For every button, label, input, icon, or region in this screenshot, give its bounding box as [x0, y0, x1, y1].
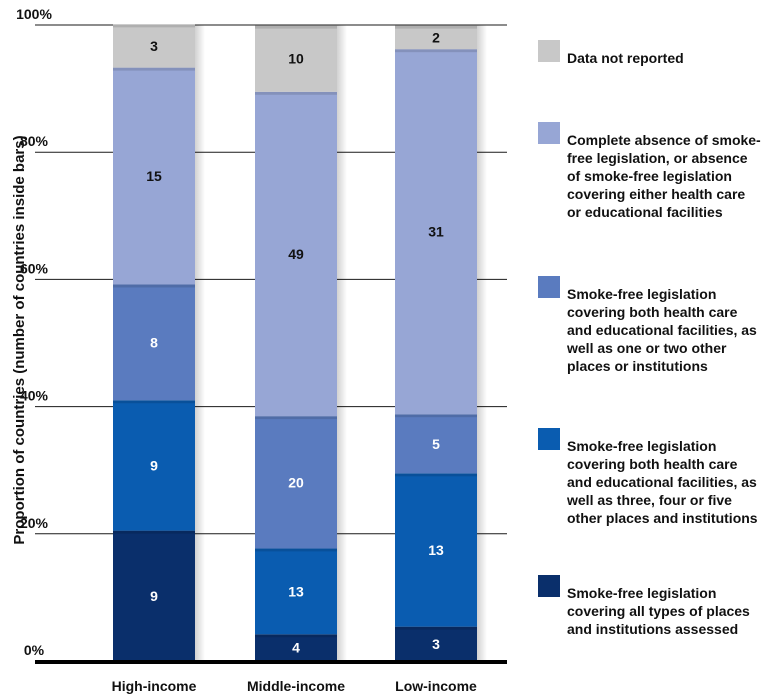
- bar-segment-edge: [255, 91, 337, 95]
- bar-segment-edge: [113, 530, 195, 534]
- y-tick-label: 100%: [16, 6, 52, 22]
- y-tick-label: 40%: [20, 388, 49, 404]
- legend-label: Data not reported: [567, 50, 684, 66]
- bar-segment: [395, 414, 477, 474]
- bar-segment: [113, 24, 195, 68]
- bar-count-label: 5: [432, 436, 440, 452]
- y-tick-label: 60%: [20, 260, 49, 276]
- bar-count-label: 31: [428, 224, 444, 240]
- legend-swatch: [538, 276, 560, 298]
- bar-count-label: 10: [288, 51, 304, 67]
- bar-count-label: 13: [288, 583, 304, 599]
- bar-segment: [395, 49, 477, 415]
- bar-segment: [113, 67, 195, 285]
- y-tick-label: 20%: [20, 515, 49, 531]
- legend-label: Smoke-free legislation covering both hea…: [567, 286, 757, 374]
- bar-segment-edge: [113, 67, 195, 71]
- bar-count-label: 3: [432, 636, 440, 652]
- x-category-label: Low-income: [395, 678, 477, 694]
- legend-label: Smoke-free legislation covering both hea…: [567, 438, 758, 526]
- bar-segment-edge: [395, 626, 477, 630]
- bar-segment: [113, 530, 195, 661]
- legend-swatch: [538, 122, 560, 144]
- legend-label: Complete absence of smoke-free legislati…: [567, 132, 761, 220]
- bar-shadow: [337, 25, 347, 661]
- bar-segment: [255, 91, 337, 417]
- y-tick-label: 0%: [24, 642, 45, 658]
- bar-count-label: 13: [428, 542, 444, 558]
- bar-segment-edge: [113, 400, 195, 404]
- bar-segment-edge: [255, 634, 337, 638]
- y-tick-label: 80%: [20, 133, 49, 149]
- legend-label: Smoke-free legislation covering all type…: [567, 585, 750, 637]
- legend-swatch: [538, 575, 560, 597]
- bar-segment: [113, 284, 195, 401]
- bar-segment-edge: [255, 416, 337, 420]
- bar-segment: [113, 400, 195, 531]
- y-axis-ticks: 0% 20% 40% 60% 80% 100%: [16, 6, 52, 658]
- bar-segment: [255, 634, 337, 661]
- bar-count-label: 2: [432, 29, 440, 45]
- legend-swatch: [538, 40, 560, 62]
- bar-segment-edge: [255, 548, 337, 552]
- bar-segment-edge: [255, 25, 337, 29]
- bar-count-label: 15: [146, 168, 162, 184]
- bars: [113, 24, 487, 661]
- bar-count-label: 9: [150, 588, 158, 604]
- bar-count-label: 20: [288, 474, 304, 490]
- bar-count-label: 9: [150, 457, 158, 473]
- bar-segment: [255, 416, 337, 549]
- bar-segment: [395, 25, 477, 50]
- x-category-label: High-income: [112, 678, 197, 694]
- bar-segment-edge: [395, 414, 477, 418]
- bar-count-label: 3: [150, 38, 158, 54]
- bar-segment-edge: [395, 473, 477, 477]
- segment-labels: 9 9 8 15 3 4 13 20 49 10 3 13 5 31 2: [146, 29, 444, 655]
- y-axis-label: Proportion of countries (number of count…: [11, 135, 28, 544]
- bar-count-label: 8: [150, 334, 158, 350]
- bar-segment: [395, 473, 477, 627]
- bar-count-label: 49: [288, 246, 304, 262]
- x-axis-categories: High-income Middle-income Low-income: [112, 678, 477, 694]
- x-category-label: Middle-income: [247, 678, 345, 694]
- bar-segment-edge: [113, 24, 195, 28]
- bar-count-label: 4: [292, 640, 300, 656]
- bar-segment-edge: [395, 25, 477, 29]
- legend-swatch: [538, 428, 560, 450]
- bar-shadow: [195, 25, 205, 661]
- bar-shadow: [477, 25, 487, 661]
- bar-segment-edge: [113, 284, 195, 288]
- bar-segment: [395, 626, 477, 661]
- bar-segment-edge: [395, 49, 477, 53]
- bar-segment: [255, 25, 337, 92]
- bar-segment: [255, 548, 337, 635]
